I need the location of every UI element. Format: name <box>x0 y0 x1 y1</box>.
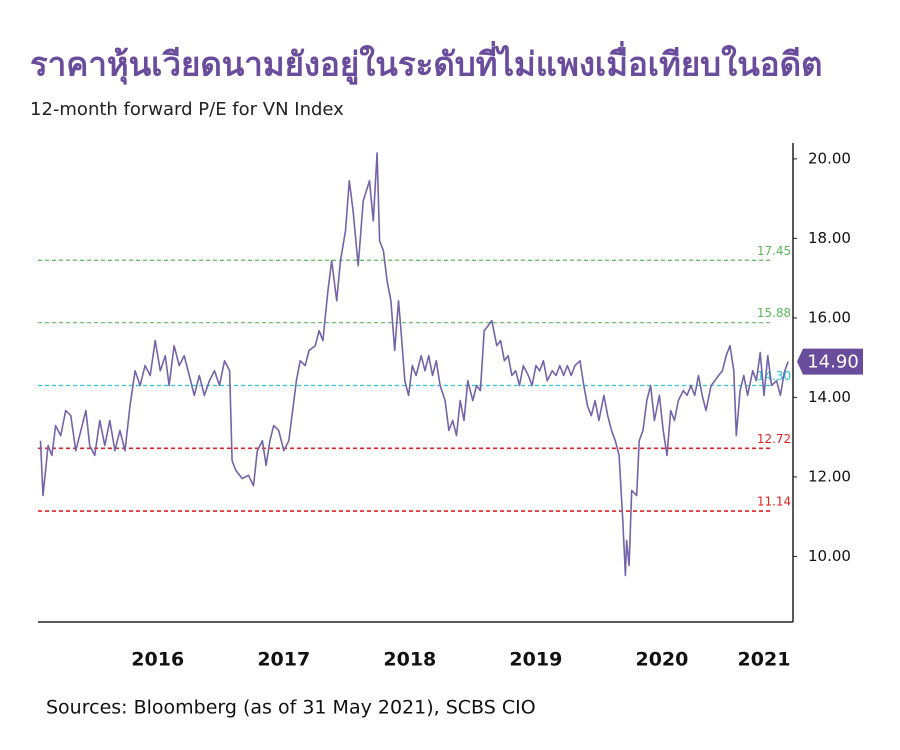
x-tick-label: 2017 <box>257 649 310 671</box>
x-tick-label: 2016 <box>131 649 184 671</box>
y-tick-label: 20.00 <box>808 149 851 167</box>
chart-title: ราคาหุ้นเวียดนามยังอยู่ในระดับที่ไม่แพงเ… <box>30 41 822 86</box>
y-tick-label: 16.00 <box>808 308 851 326</box>
x-tick-label: 2021 <box>738 649 791 671</box>
reference-label: 12.72 <box>757 432 791 446</box>
reference-label: 11.14 <box>757 495 791 509</box>
y-tick-label: 18.00 <box>808 229 851 247</box>
x-tick-label: 2020 <box>635 649 688 671</box>
reference-label: 15.88 <box>757 306 791 320</box>
source-note: Sources: Bloomberg (as of 31 May 2021), … <box>46 697 536 719</box>
y-tick-label: 14.00 <box>808 388 851 406</box>
y-tick-label: 10.00 <box>808 547 851 565</box>
last-value-tag <box>797 348 863 375</box>
x-tick-label: 2018 <box>383 649 436 671</box>
last-value-label: 14.90 <box>807 352 859 373</box>
y-tick-label: 12.00 <box>808 467 851 485</box>
x-tick-label: 2019 <box>509 649 562 671</box>
data-line <box>39 152 789 577</box>
chart-subtitle: 12-month forward P/E for VN Index <box>30 99 344 120</box>
reference-label: 17.45 <box>757 244 791 258</box>
